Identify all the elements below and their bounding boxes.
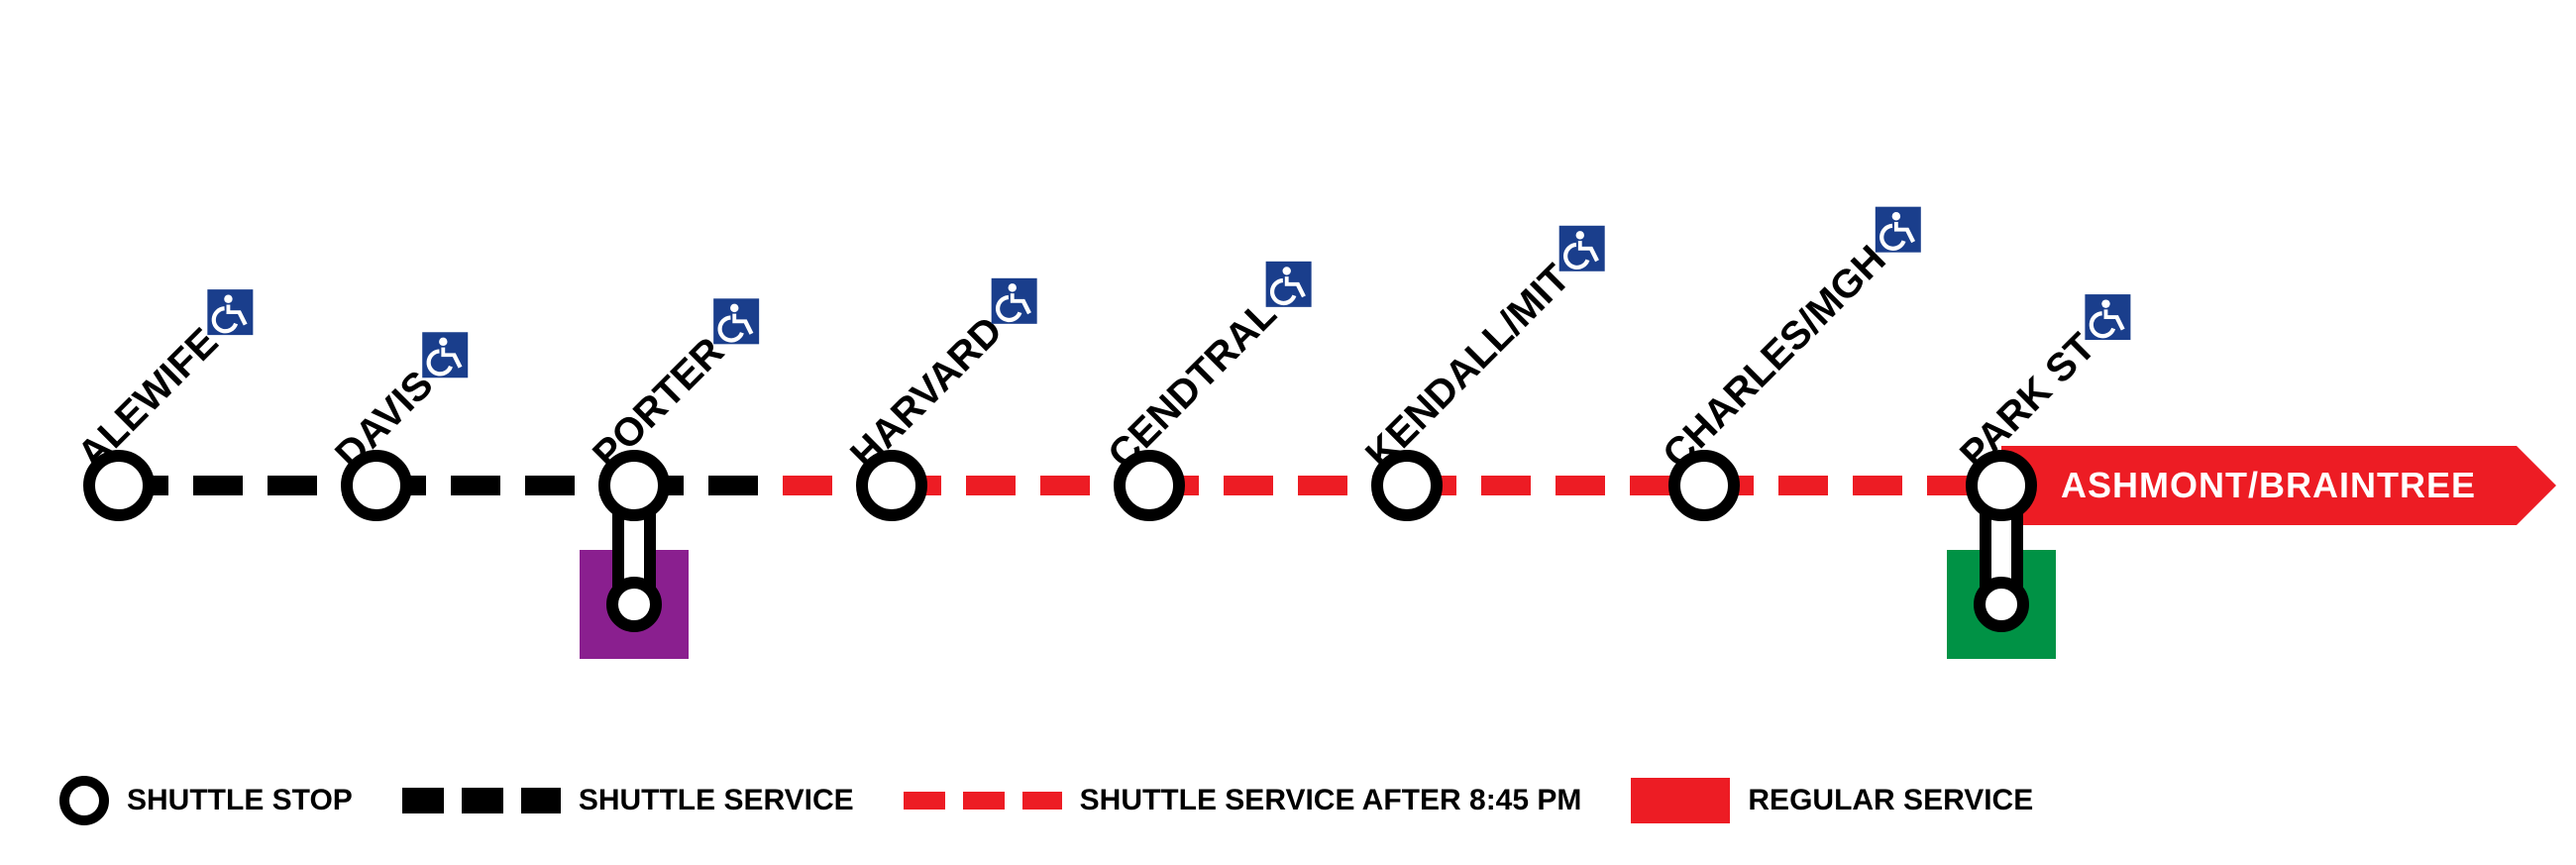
terminus-arrowhead (2517, 446, 2556, 525)
legend-label: SHUTTLE SERVICE (579, 784, 854, 817)
legend-dash-black-icon (402, 788, 561, 813)
legend-dash-red-icon (904, 792, 1062, 810)
station-label-porter: PORTER (584, 289, 772, 478)
wheelchair-icon (713, 299, 759, 345)
wheelchair-icon (2085, 294, 2130, 340)
wheelchair-icon (422, 332, 468, 378)
legend-item: SHUTTLE SERVICE AFTER 8:45 PM (904, 784, 1582, 817)
wheelchair-icon (1266, 262, 1312, 307)
station-name: CHARLES/MGH (1655, 238, 1894, 478)
station-label-charles: CHARLES/MGH (1654, 197, 1934, 478)
connector-end-circle (1974, 577, 2029, 632)
track-segment (376, 476, 634, 495)
station-name: ALEWIFE (69, 320, 227, 478)
terminus-label: ASHMONT/BRAINTREE (2061, 465, 2476, 506)
track-segment (892, 476, 1149, 495)
station-name: KENDALL/MIT (1357, 256, 1579, 478)
legend-item: SHUTTLE STOP (59, 776, 353, 825)
station-name: CENDTRAL (1100, 292, 1285, 478)
track-segment (1704, 476, 2001, 495)
station-label-central: CENDTRAL (1099, 252, 1325, 478)
legend-item: SHUTTLE SERVICE (402, 784, 854, 817)
legend-label: REGULAR SERVICE (1748, 784, 2033, 817)
track-segment (1149, 476, 1407, 495)
connector-end-circle (606, 577, 662, 632)
legend-label: SHUTTLE SERVICE AFTER 8:45 PM (1080, 784, 1582, 817)
station-label-davis: DAVIS (326, 323, 481, 478)
station-name: PORTER (585, 329, 733, 478)
wheelchair-icon (992, 278, 1037, 324)
track-segment (1407, 476, 1704, 495)
legend: SHUTTLE STOP SHUTTLE SERVICE SHUTTLE SERVI… (59, 776, 2033, 825)
track-segment (119, 476, 376, 495)
legend-item: REGULAR SERVICE (1631, 778, 2033, 823)
station-label-harvard: HARVARD (841, 269, 1050, 478)
wheelchair-icon (1876, 207, 1921, 253)
station-name: HARVARD (842, 308, 1012, 478)
wheelchair-icon (207, 289, 253, 335)
legend-label: SHUTTLE STOP (127, 784, 353, 817)
transit-diagram-canvas: ASHMONT/BRAINTREE ALEWIFE DAVIS PORTER HA… (0, 0, 2576, 865)
legend-circle-icon (59, 776, 109, 825)
legend-solid-red-icon (1631, 778, 1730, 823)
station-label-kendall: KENDALL/MIT (1356, 216, 1618, 478)
wheelchair-icon (1559, 226, 1605, 271)
station-label-alewife: ALEWIFE (68, 280, 266, 478)
terminus-band: ASHMONT/BRAINTREE (2001, 446, 2517, 525)
